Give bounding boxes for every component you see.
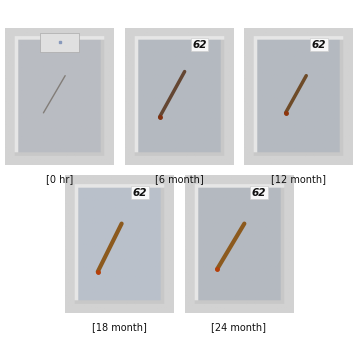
- Text: [24 month]: [24 month]: [211, 322, 266, 332]
- Text: 62: 62: [312, 40, 326, 50]
- Text: [0 hr]: [0 hr]: [46, 174, 73, 184]
- Bar: [40, 33, 79, 52]
- Text: 62: 62: [252, 188, 266, 198]
- Text: 62: 62: [132, 188, 147, 198]
- Text: [12 month]: [12 month]: [271, 174, 326, 184]
- Text: 62: 62: [192, 40, 207, 50]
- Text: 62: 62: [192, 40, 207, 50]
- Text: 62: 62: [312, 40, 326, 50]
- Text: 62: 62: [252, 188, 266, 198]
- Text: [18 month]: [18 month]: [92, 322, 147, 332]
- Text: 62: 62: [132, 188, 147, 198]
- Text: [6 month]: [6 month]: [155, 174, 203, 184]
